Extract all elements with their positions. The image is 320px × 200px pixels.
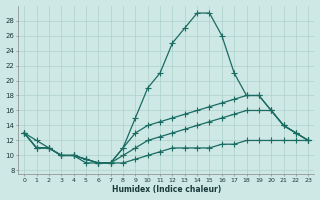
X-axis label: Humidex (Indice chaleur): Humidex (Indice chaleur) — [112, 185, 221, 194]
